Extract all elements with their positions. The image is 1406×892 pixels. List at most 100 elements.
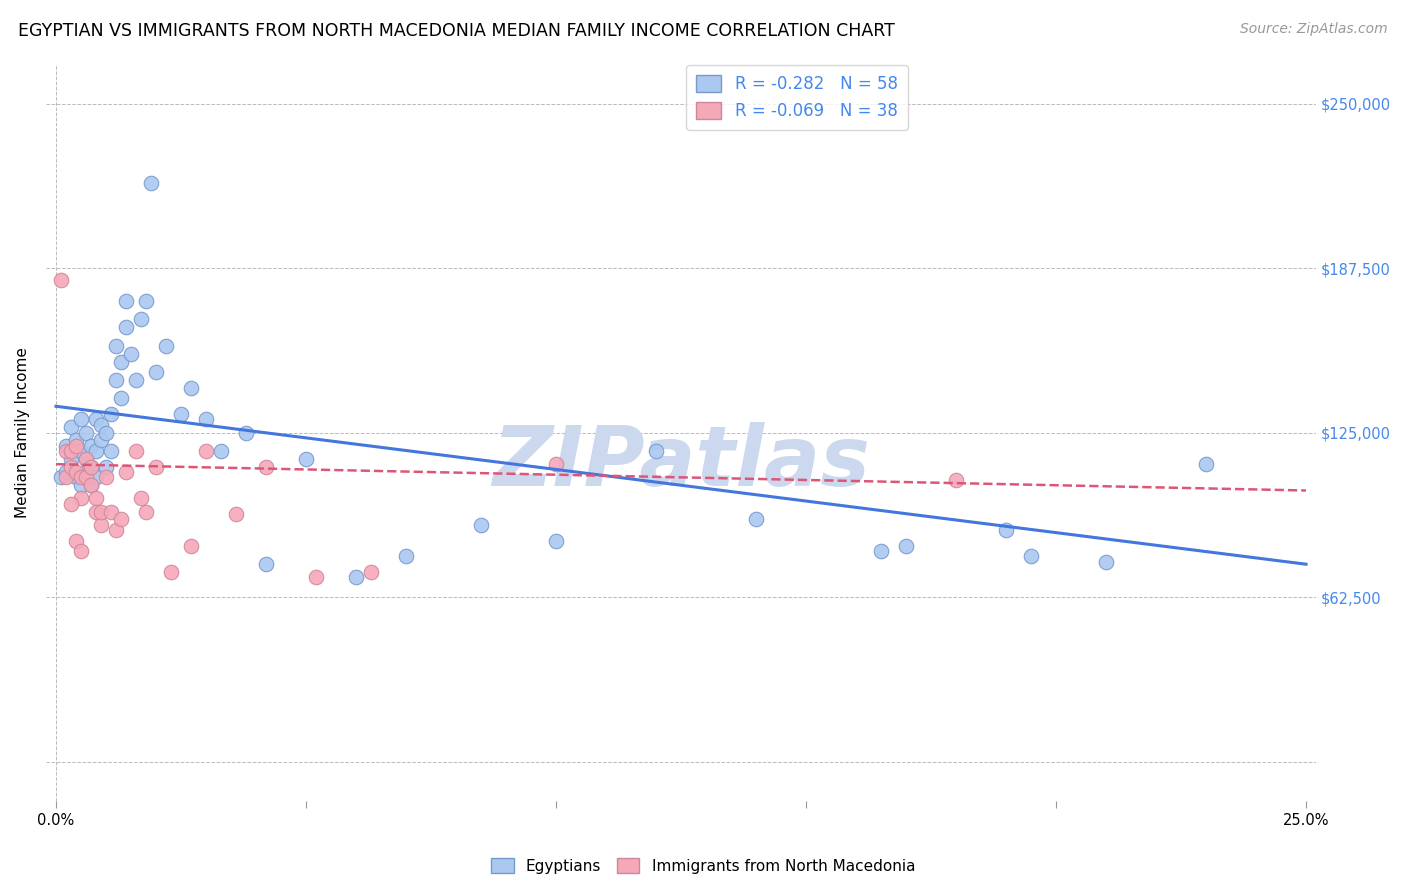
Point [104, 339, 127, 353]
Point [235, 425, 257, 440]
Point [65, 434, 87, 448]
Point [125, 373, 148, 387]
Point [65, 439, 87, 453]
Point [254, 558, 277, 572]
Point [59, 444, 82, 458]
Point [180, 381, 202, 395]
Point [870, 544, 893, 558]
Point [110, 392, 132, 406]
Point [209, 444, 232, 458]
Legend: R = -0.282   N = 58, R = -0.069   N = 38: R = -0.282 N = 58, R = -0.069 N = 38 [686, 65, 908, 129]
Point [59, 497, 82, 511]
Y-axis label: Median Family Income: Median Family Income [15, 347, 30, 518]
Point [145, 459, 167, 474]
Point [745, 512, 768, 526]
Text: EGYPTIAN VS IMMIGRANTS FROM NORTH MACEDONIA MEDIAN FAMILY INCOME CORRELATION CHA: EGYPTIAN VS IMMIGRANTS FROM NORTH MACEDO… [18, 22, 896, 40]
Point [80, 459, 103, 474]
Point [180, 539, 202, 553]
Point [59, 451, 82, 466]
Point [544, 533, 567, 548]
Point [544, 457, 567, 471]
Point [65, 533, 87, 548]
Point [75, 451, 97, 466]
Point [80, 478, 103, 492]
Point [90, 505, 112, 519]
Point [305, 570, 328, 584]
Point [70, 444, 93, 458]
Point [470, 517, 492, 532]
Point [254, 459, 277, 474]
Point [59, 420, 82, 434]
Point [80, 478, 103, 492]
Point [194, 444, 217, 458]
Point [49, 470, 72, 484]
Point [94, 425, 117, 440]
Point [49, 273, 72, 287]
Point [59, 459, 82, 474]
Point [65, 470, 87, 484]
Point [135, 505, 157, 519]
Point [55, 444, 77, 458]
Point [110, 354, 132, 368]
Point [75, 465, 97, 479]
Point [75, 451, 97, 466]
Point [70, 491, 93, 506]
Point [70, 478, 93, 492]
Point [225, 507, 247, 521]
Point [84, 491, 107, 506]
Point [344, 570, 367, 584]
Text: ZIPatlas: ZIPatlas [492, 422, 870, 502]
Point [894, 539, 917, 553]
Point [115, 293, 138, 308]
Point [194, 412, 217, 426]
Point [295, 451, 318, 466]
Point [100, 444, 122, 458]
Point [90, 434, 112, 448]
Text: Source: ZipAtlas.com: Source: ZipAtlas.com [1240, 22, 1388, 37]
Point [100, 407, 122, 421]
Point [645, 444, 668, 458]
Point [104, 523, 127, 537]
Point [995, 523, 1018, 537]
Point [94, 470, 117, 484]
Point [139, 176, 162, 190]
Point [94, 459, 117, 474]
Point [84, 470, 107, 484]
Point [110, 512, 132, 526]
Point [84, 444, 107, 458]
Point [70, 470, 93, 484]
Point [170, 407, 193, 421]
Point [129, 491, 152, 506]
Point [80, 439, 103, 453]
Point [75, 470, 97, 484]
Point [145, 365, 167, 379]
Point [155, 339, 177, 353]
Point [70, 544, 93, 558]
Point [84, 505, 107, 519]
Point [104, 373, 127, 387]
Point [55, 470, 77, 484]
Point [65, 465, 87, 479]
Point [70, 412, 93, 426]
Point [945, 473, 967, 487]
Point [1095, 555, 1118, 569]
Point [55, 465, 77, 479]
Point [395, 549, 418, 564]
Point [84, 412, 107, 426]
Point [80, 459, 103, 474]
Point [115, 465, 138, 479]
Legend: Egyptians, Immigrants from North Macedonia: Egyptians, Immigrants from North Macedon… [485, 852, 921, 880]
Point [120, 346, 142, 360]
Point [1195, 457, 1218, 471]
Point [160, 565, 183, 579]
Point [75, 425, 97, 440]
Point [129, 312, 152, 326]
Point [135, 293, 157, 308]
Point [360, 565, 382, 579]
Point [90, 417, 112, 432]
Point [59, 444, 82, 458]
Point [100, 505, 122, 519]
Point [1019, 549, 1042, 564]
Point [115, 320, 138, 334]
Point [55, 439, 77, 453]
